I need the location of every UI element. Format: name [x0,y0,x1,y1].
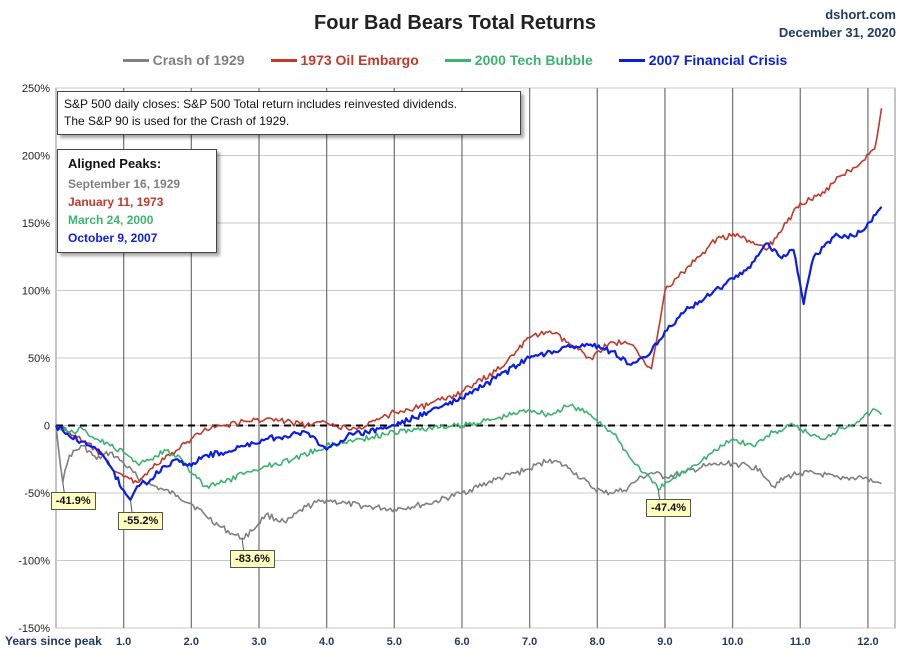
trough-callout: -83.6% [230,550,275,569]
x-tick-label: 11.0 [790,636,811,648]
peak-date-1973: January 11, 1973 [68,195,164,209]
legend-swatch-2000 [444,58,471,62]
y-tick-label: 100% [22,286,50,298]
legend-swatch-1973 [270,58,297,62]
y-tick-label: -100% [18,556,50,568]
peak-date-2000: March 24, 2000 [68,213,154,227]
legend-swatch-1929 [122,58,149,62]
legend-label-1929: Crash of 1929 [152,52,245,68]
x-tick-label: 8.0 [590,636,605,648]
x-tick-label: 1.0 [116,636,131,648]
notes-line-1: S&P 500 daily closes: S&P 500 Total retu… [64,97,457,111]
y-tick-label: 0 [44,421,50,433]
brand-date: December 31, 2020 [778,25,896,40]
x-tick-label: 3.0 [251,636,266,648]
series-line-2000 [55,403,883,491]
legend-label-1973: 1973 Oil Embargo [300,52,419,68]
x-axis-label: Years since peak [5,634,102,648]
aligned-peaks-header: Aligned Peaks: [68,156,162,171]
series-line-1973 [55,108,883,484]
brand-block: dshort.com December 31, 2020 [779,6,896,42]
legend-item-1929: Crash of 1929 [122,52,245,68]
legend-item-2000: 2000 Tech Bubble [444,52,593,68]
brand-name: dshort.com [825,7,896,22]
x-tick-label: 2.0 [184,636,199,648]
chart-title: Four Bad Bears Total Returns [314,12,596,34]
legend-swatch-2007 [618,58,645,62]
y-tick-label: 250% [22,83,50,95]
x-tick-label: 9.0 [657,636,672,648]
trough-callout: -41.9% [50,492,96,511]
peak-date-2007: October 9, 2007 [68,231,158,245]
y-tick-label: -150% [18,623,50,635]
trough-callout: -47.4% [646,499,692,518]
chart-legend: Crash of 1929 1973 Oil Embargo 2000 Tech… [0,52,910,68]
legend-label-2007: 2007 Financial Crisis [648,52,788,68]
x-tick-label: 12.0 [857,636,878,648]
trough-callout: -55.2% [118,512,164,531]
series-line-1929 [55,425,882,540]
x-tick-label: 4.0 [319,636,334,648]
notes-box: S&P 500 daily closes: S&P 500 Total retu… [57,91,521,135]
notes-line-2: The S&P 90 is used for the Crash of 1929… [64,114,290,128]
x-tick-label: 5.0 [387,636,402,648]
y-tick-label: 50% [28,353,50,365]
y-tick-label: -50% [24,488,50,500]
legend-label-2000: 2000 Tech Bubble [474,52,593,68]
x-tick-label: 10.0 [722,636,743,648]
series-line-2007 [54,206,883,502]
legend-item-1973: 1973 Oil Embargo [270,52,419,68]
x-tick-label: 7.0 [522,636,537,648]
y-tick-label: 200% [22,151,50,163]
legend-item-2007: 2007 Financial Crisis [618,52,788,68]
aligned-peaks-box: Aligned Peaks: September 16, 1929 Januar… [57,149,217,253]
peak-date-1929: September 16, 1929 [68,177,181,191]
x-tick-label: 6.0 [454,636,469,648]
y-tick-label: 150% [22,218,50,230]
